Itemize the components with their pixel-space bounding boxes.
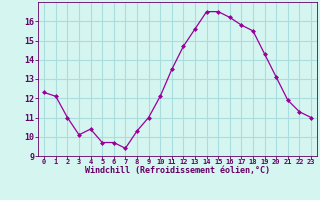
- X-axis label: Windchill (Refroidissement éolien,°C): Windchill (Refroidissement éolien,°C): [85, 166, 270, 175]
